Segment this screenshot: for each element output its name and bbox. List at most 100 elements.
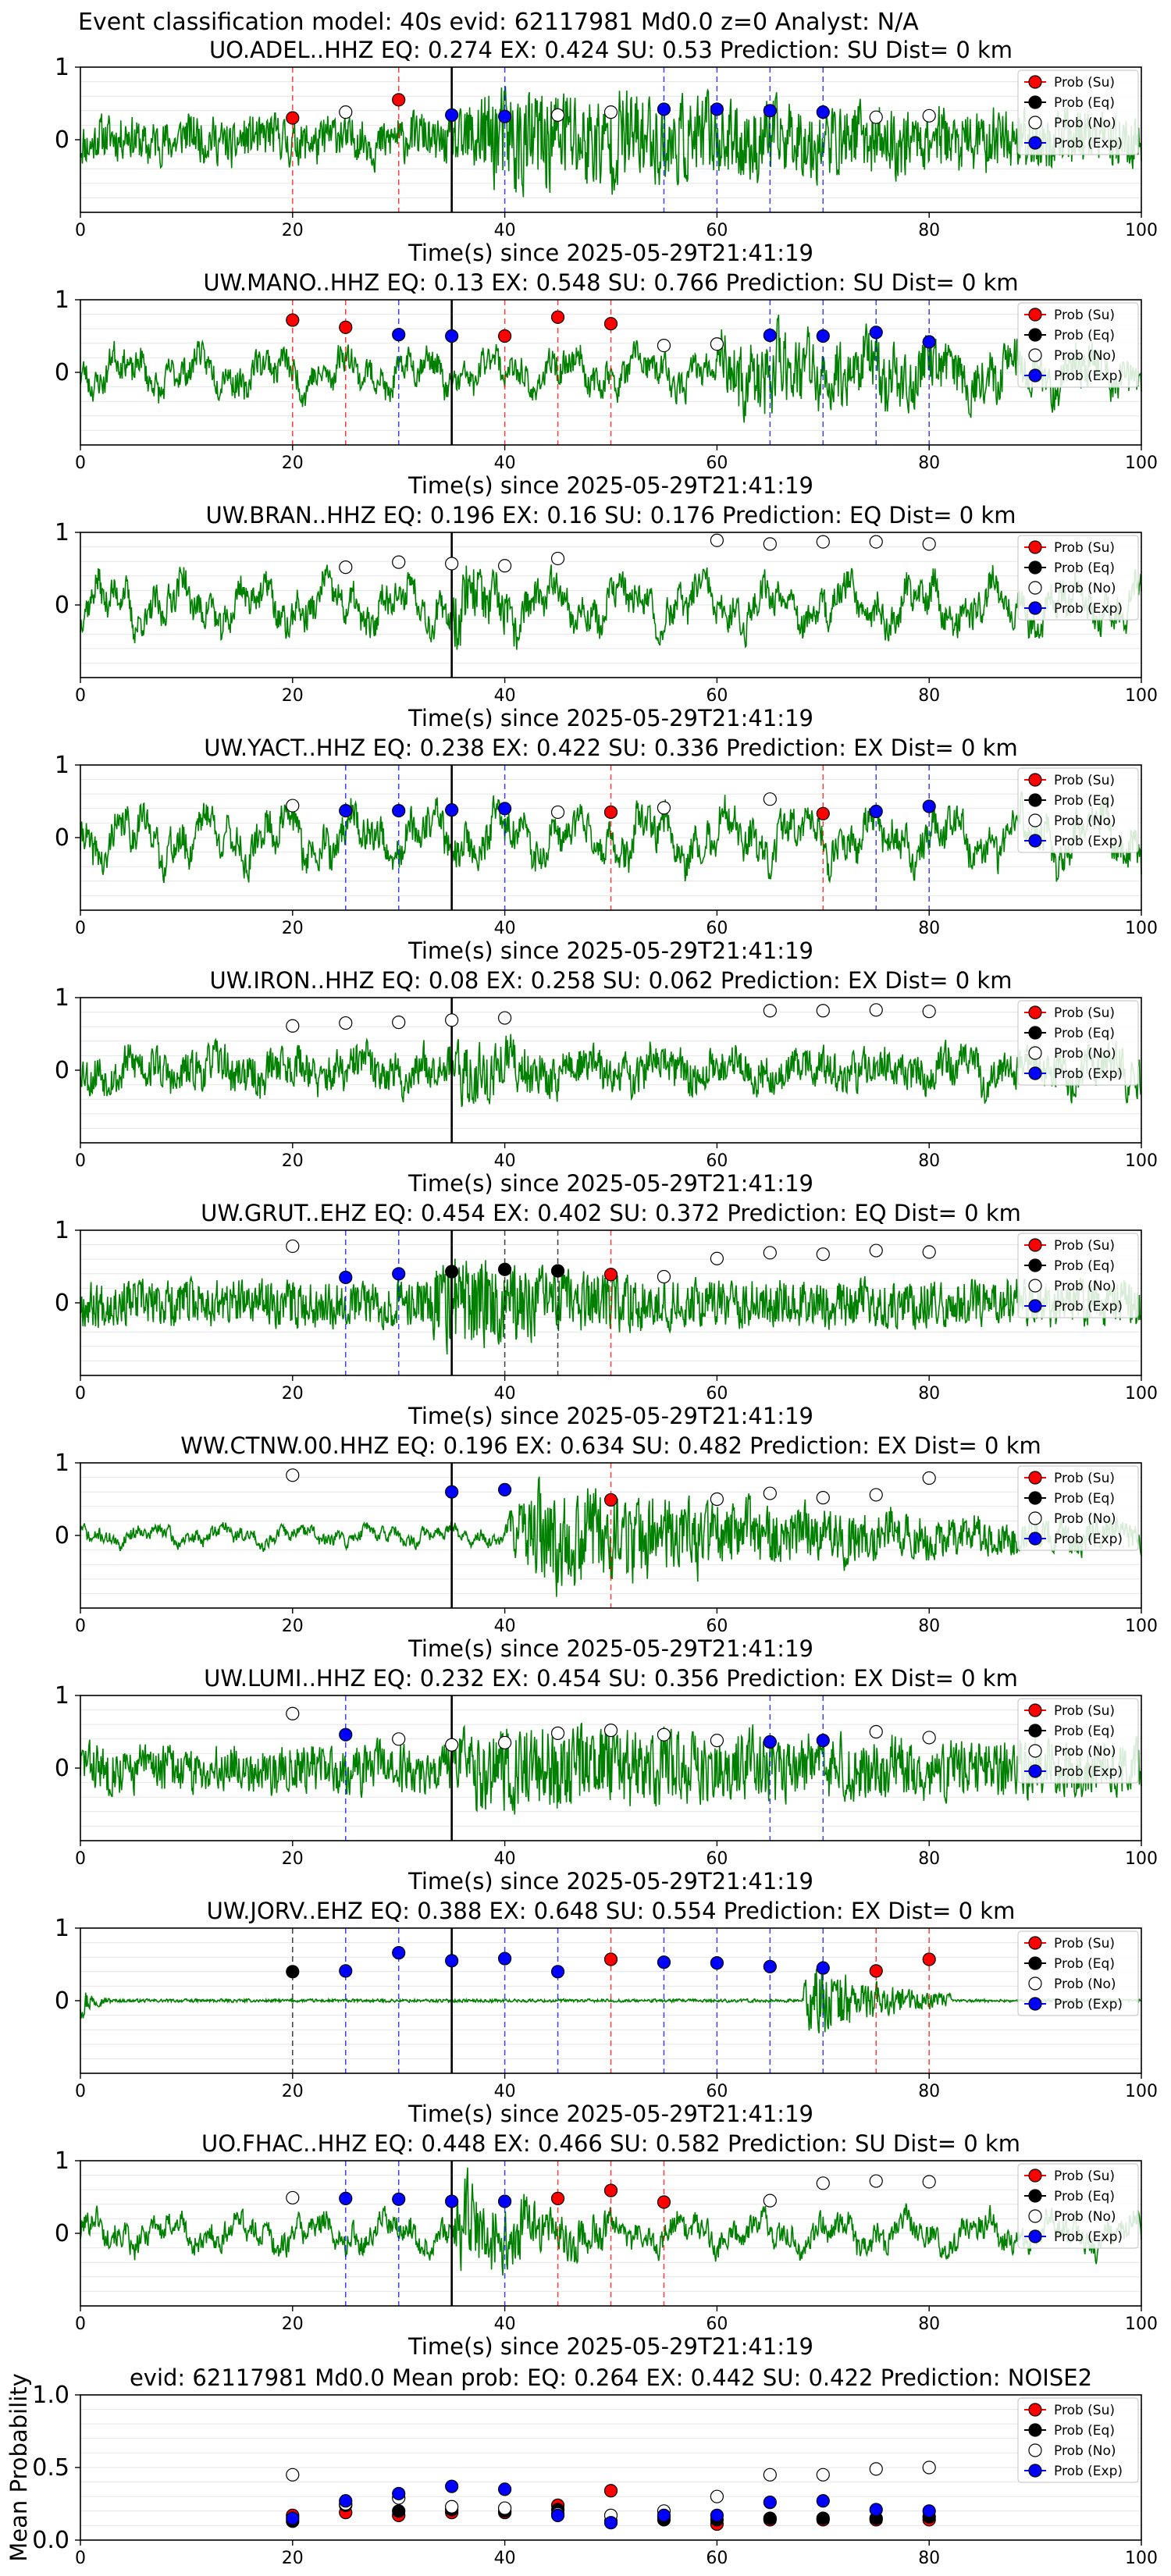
- panel-7: WW.CTNW.00.HHZ EQ: 0.196 EX: 0.634 SU: 0…: [55, 1432, 1158, 1662]
- legend-box: [1017, 535, 1139, 621]
- x-axis-label: Time(s) since 2025-05-29T21:41:19: [408, 240, 813, 266]
- x-tick-label: 20: [282, 2082, 304, 2101]
- legend-marker-eq: [1028, 793, 1042, 807]
- legend-marker-exp: [1028, 1299, 1042, 1313]
- legend-label-eq: Prob (Eq): [1054, 328, 1115, 343]
- prob-marker-no: [922, 537, 936, 551]
- prob-marker-exp: [657, 102, 671, 116]
- x-axis-label: Time(s) since 2025-05-29T21:41:19: [408, 938, 813, 964]
- prob-marker-exp: [339, 1727, 353, 1742]
- x-tick-label: 80: [918, 2082, 940, 2101]
- prob-marker-eq: [445, 1265, 459, 1279]
- prob-marker-su: [550, 310, 565, 324]
- prob-marker-no: [550, 1726, 565, 1740]
- prob-marker-no: [763, 792, 777, 806]
- panel-5: UW.IRON..HHZ EQ: 0.08 EX: 0.258 SU: 0.06…: [55, 967, 1158, 1197]
- prob-marker-no: [710, 533, 724, 547]
- x-tick-label: 80: [918, 2314, 940, 2334]
- prob-marker-exp: [816, 1734, 830, 1748]
- legend-label-no: Prob (No): [1054, 1046, 1116, 1062]
- x-tick-label: 20: [282, 1384, 304, 1404]
- legend-label-eq: Prob (Eq): [1054, 1956, 1115, 1972]
- panel-title: UO.FHAC..HHZ EQ: 0.448 EX: 0.466 SU: 0.5…: [201, 2130, 1020, 2157]
- prob-marker-exp: [392, 328, 406, 342]
- prob-marker-exp: [445, 2194, 459, 2208]
- legend-box: [1017, 69, 1139, 155]
- legend-marker-no: [1028, 116, 1042, 130]
- legend-label-eq: Prob (Eq): [1054, 1026, 1115, 1041]
- legend-label-no: Prob (No): [1054, 2443, 1116, 2459]
- x-tick-label: 0: [75, 454, 86, 473]
- legend-marker-su: [1028, 308, 1042, 322]
- legend-label-exp: Prob (Exp): [1054, 834, 1123, 849]
- mean-prob-marker-no: [922, 2460, 936, 2475]
- prob-marker-exp: [497, 2194, 512, 2208]
- legend-label-exp: Prob (Exp): [1054, 368, 1123, 384]
- prob-marker-su: [603, 805, 618, 820]
- legend-label-eq: Prob (Eq): [1054, 95, 1115, 111]
- legend-label-exp: Prob (Exp): [1054, 2464, 1123, 2479]
- mean-prob-marker-no: [816, 2467, 830, 2482]
- x-axis-label: Time(s) since 2025-05-29T21:41:19: [408, 2101, 813, 2127]
- legend-marker-no: [1028, 348, 1042, 362]
- mean-prob-marker-no: [869, 2462, 883, 2476]
- x-tick-label: 100: [1125, 454, 1158, 473]
- legend-marker-eq: [1028, 560, 1042, 575]
- legend-marker-no: [1028, 1511, 1042, 1525]
- prob-marker-no: [816, 535, 830, 549]
- prob-marker-no: [603, 105, 618, 119]
- y-tick-label: 0: [55, 592, 69, 619]
- legend-label-su: Prob (Su): [1054, 308, 1115, 323]
- waveform-trace: [80, 1961, 1142, 2033]
- prob-marker-su: [286, 313, 300, 327]
- legend-label-exp: Prob (Exp): [1054, 2229, 1123, 2245]
- prob-marker-no: [869, 110, 883, 124]
- legend-marker-exp: [1028, 368, 1042, 382]
- mean-prob-marker-exp: [922, 2504, 936, 2518]
- panel-10: UO.FHAC..HHZ EQ: 0.448 EX: 0.466 SU: 0.5…: [55, 2130, 1158, 2360]
- legend-label-exp: Prob (Exp): [1054, 1997, 1123, 2012]
- mean-prob-marker-no: [445, 2500, 459, 2514]
- prob-marker-exp: [392, 1946, 406, 1960]
- prob-marker-exp: [497, 1952, 512, 1966]
- legend-marker-exp: [1028, 1764, 1042, 1778]
- x-tick-label: 40: [494, 1849, 516, 1869]
- panel-title: UW.BRAN..HHZ EQ: 0.196 EX: 0.16 SU: 0.17…: [205, 502, 1016, 528]
- y-tick-label: 1: [55, 1915, 69, 1942]
- mean-prob-marker-exp: [497, 2482, 512, 2496]
- x-tick-label: 0: [75, 221, 86, 240]
- x-tick-label: 100: [1125, 1384, 1158, 1404]
- prob-marker-exp: [497, 1482, 512, 1497]
- y-tick-label: 1: [55, 286, 69, 314]
- x-tick-label: 80: [918, 1151, 940, 1171]
- prob-marker-no: [497, 1011, 512, 1025]
- prob-marker-su: [657, 2195, 671, 2209]
- x-tick-label: 80: [918, 221, 940, 240]
- x-tick-label: 60: [706, 2314, 728, 2334]
- x-tick-label: 0: [75, 2314, 86, 2334]
- legend-marker-eq: [1028, 1026, 1042, 1040]
- legend-marker-su: [1028, 540, 1042, 554]
- x-tick-label: 40: [494, 221, 516, 240]
- prob-marker-no: [657, 801, 671, 815]
- mean-prob-marker-exp: [869, 2503, 883, 2517]
- prob-marker-no: [816, 2176, 830, 2190]
- x-axis-label: Time(s) since 2025-05-29T21:41:19: [408, 1868, 813, 1895]
- mean-prob-marker-exp: [286, 2511, 300, 2525]
- x-tick-label: 80: [918, 1384, 940, 1404]
- y-tick-label: 1: [55, 1217, 69, 1244]
- legend-label-no: Prob (No): [1054, 1279, 1116, 1294]
- mean-prob-marker-eq: [816, 2511, 830, 2525]
- x-tick-label: 20: [282, 221, 304, 240]
- mean-prob-marker-eq: [392, 2504, 406, 2518]
- legend-marker-su: [1028, 1005, 1042, 1019]
- legend-marker-no: [1028, 1744, 1042, 1758]
- y-axis-label: Mean Probability: [5, 2373, 32, 2562]
- prob-marker-exp: [869, 804, 883, 819]
- x-tick-label: 60: [706, 1617, 728, 1636]
- prob-marker-su: [603, 1268, 618, 1282]
- prob-marker-no: [922, 1471, 936, 1485]
- prob-marker-exp: [763, 328, 777, 343]
- x-axis-label: Time(s) since 2025-05-29T21:41:19: [408, 472, 813, 499]
- x-tick-label: 100: [1125, 1617, 1158, 1636]
